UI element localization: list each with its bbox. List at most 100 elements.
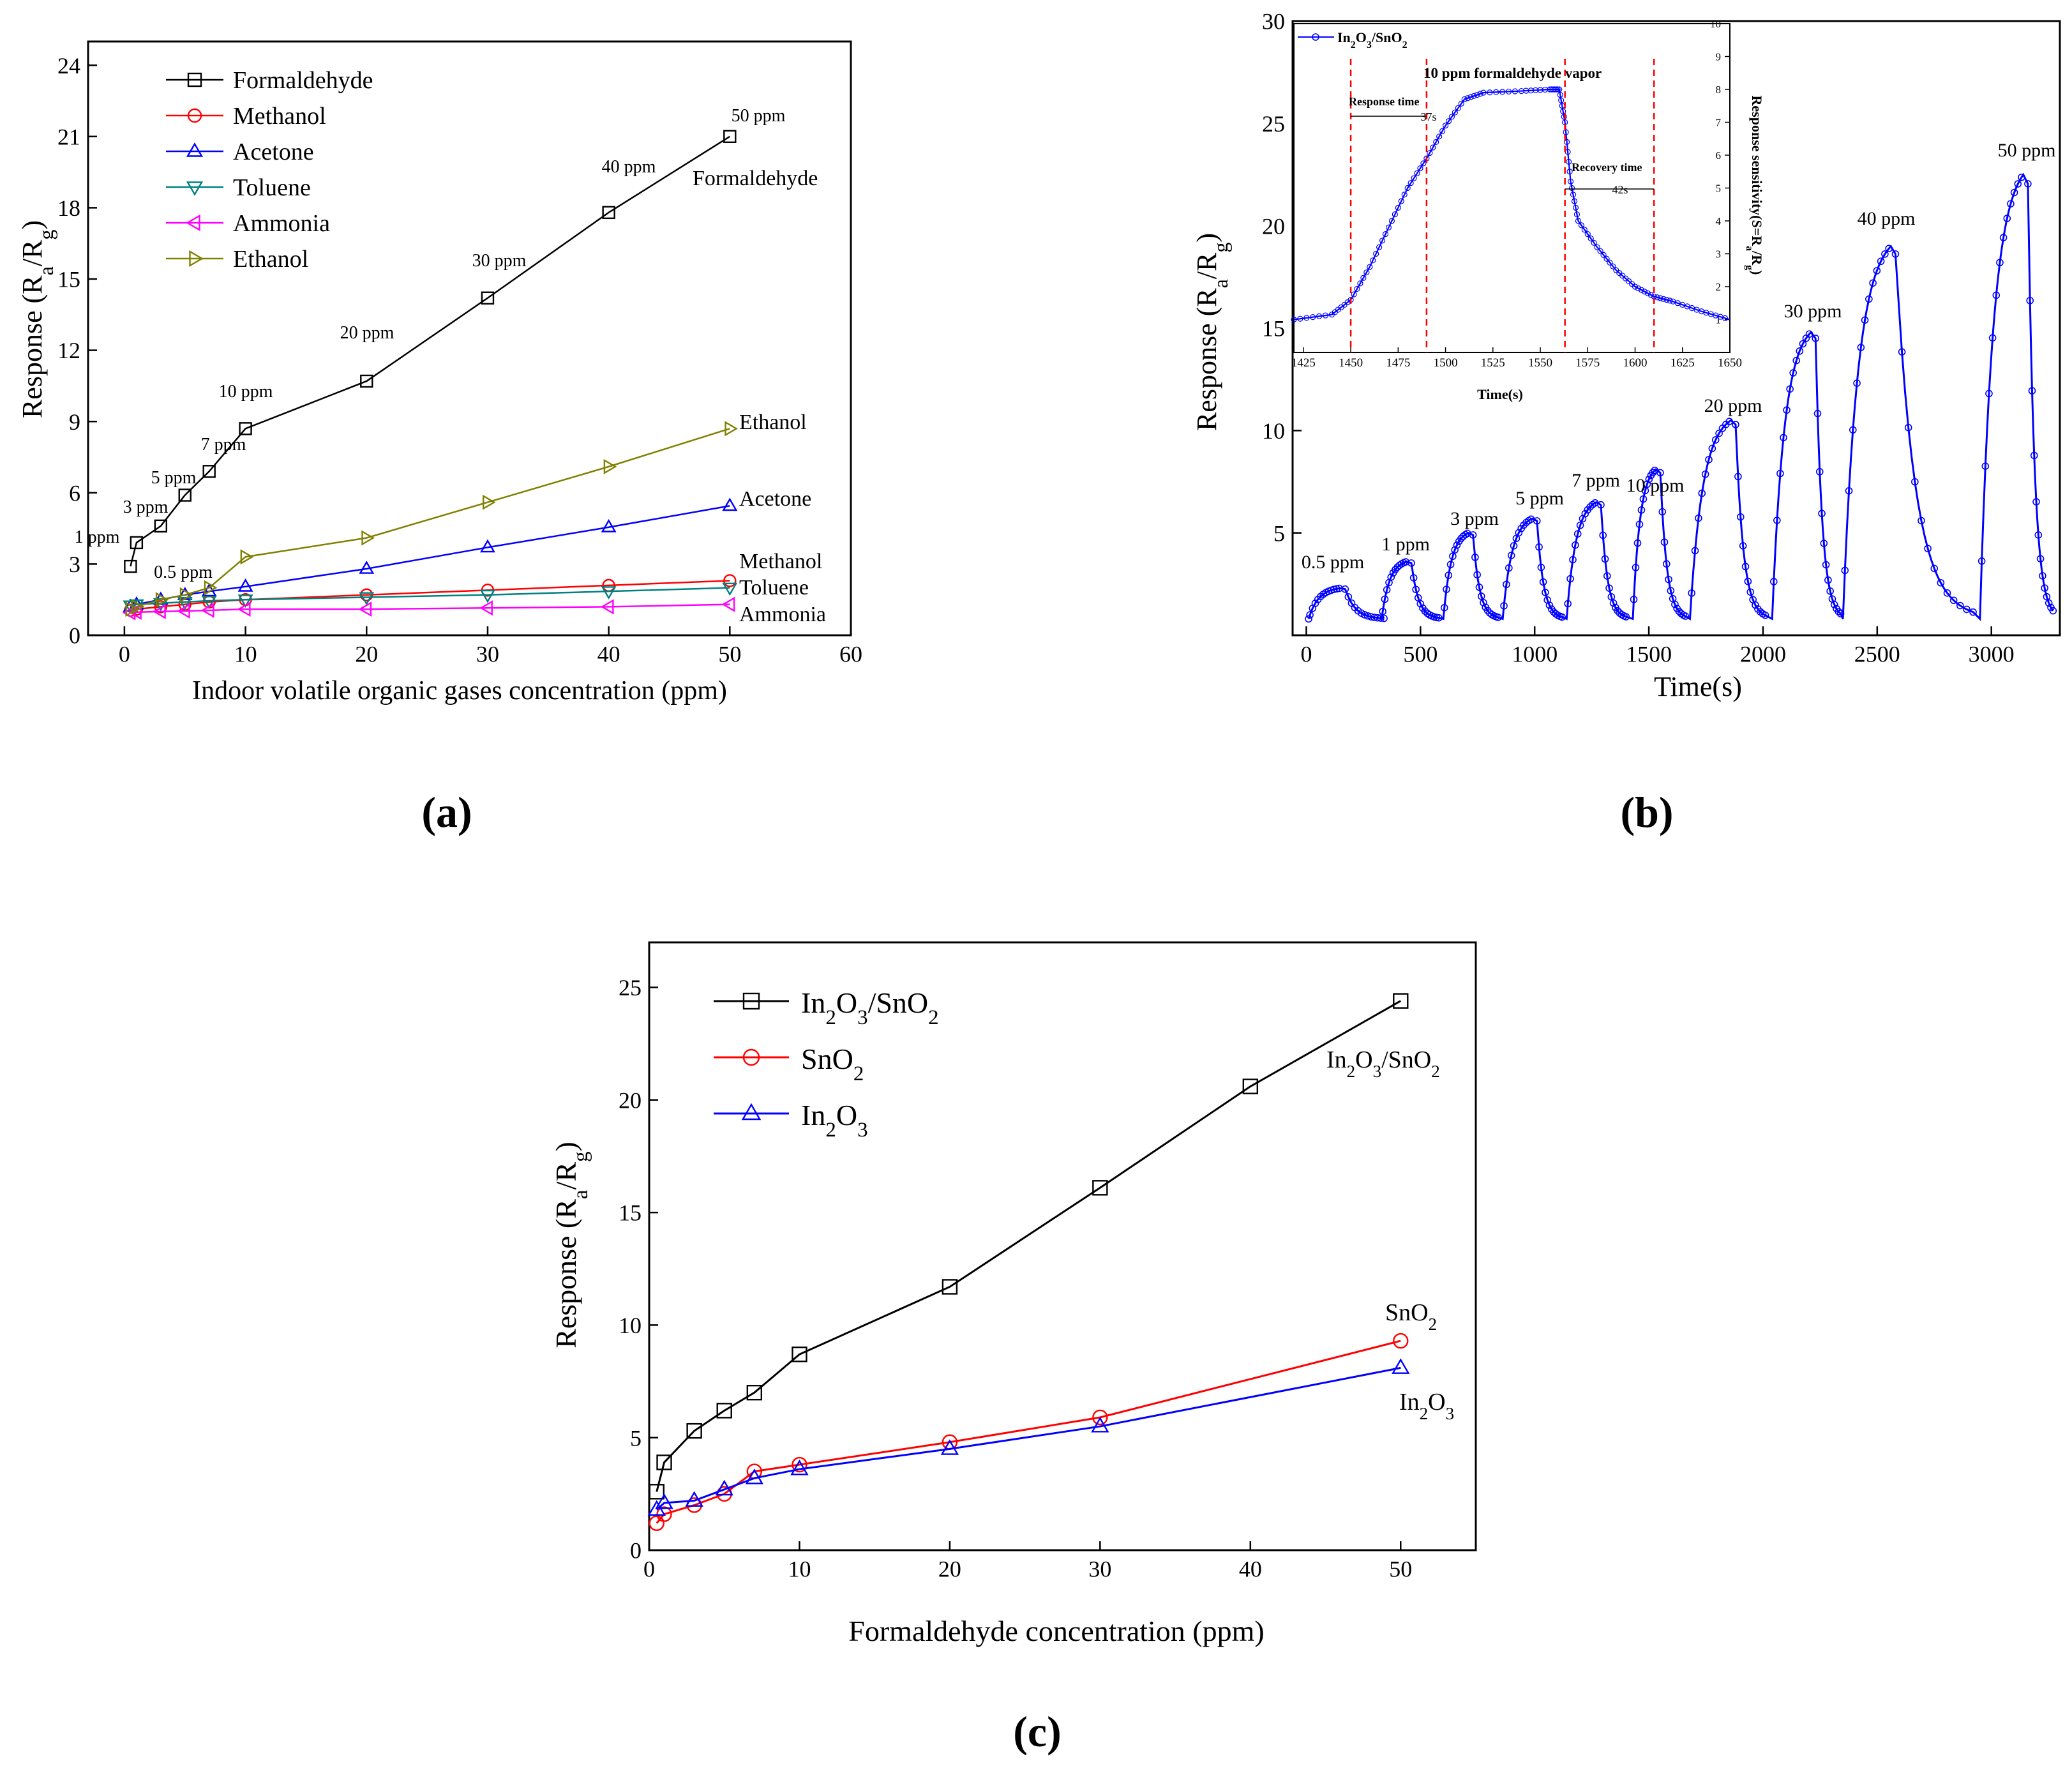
data-point xyxy=(1826,587,1834,595)
response-time-label: Response time xyxy=(1349,95,1420,108)
series-in2o3-sno2 xyxy=(649,993,1409,1500)
data-point xyxy=(2030,451,2038,460)
data-point xyxy=(2026,296,2034,305)
inset-x-tick-label: 1475 xyxy=(1386,356,1410,370)
data-point xyxy=(1805,330,1813,338)
data-point xyxy=(1412,585,1420,594)
x-tick-label: 60 xyxy=(839,641,862,667)
data-point xyxy=(1853,379,1861,387)
data-point xyxy=(2028,387,2036,395)
annotation: 7 ppm xyxy=(201,435,246,455)
inset-data-point xyxy=(1584,231,1591,238)
y-tick-label: 30 xyxy=(1262,9,1285,34)
data-point xyxy=(358,601,372,617)
data-point xyxy=(1820,540,1828,547)
legend-label: In2O3/SnO2 xyxy=(801,986,939,1029)
data-point xyxy=(2010,188,2018,197)
inset-data-point xyxy=(1474,91,1480,98)
inset-data-point xyxy=(1635,285,1642,292)
data-point xyxy=(1658,508,1667,516)
inset-data-point xyxy=(1414,170,1420,176)
inset-data-point xyxy=(1572,204,1579,211)
x-axis-title: Indoor volatile organic gases concentrat… xyxy=(192,676,727,706)
data-point xyxy=(1635,520,1644,529)
inset-data-point xyxy=(1660,296,1667,302)
data-point xyxy=(1637,506,1646,514)
inset-data-point xyxy=(1458,100,1464,107)
data-point xyxy=(790,1460,809,1475)
panel-label-letter: (a) xyxy=(421,788,472,836)
data-point xyxy=(1242,1078,1259,1094)
data-point xyxy=(1815,468,1824,476)
inset-x-tick-label: 1650 xyxy=(1718,356,1742,370)
inset-data-point xyxy=(1404,185,1411,192)
data-point xyxy=(153,603,166,619)
legend-marker xyxy=(741,1103,762,1121)
inset-x-tick-label: 1450 xyxy=(1339,356,1363,370)
data-point xyxy=(1360,611,1369,619)
data-point xyxy=(1822,561,1830,569)
x-tick-label: 0 xyxy=(1300,641,1312,667)
legend-label: Ethanol xyxy=(233,246,308,273)
legend-label: Methanol xyxy=(233,103,326,130)
inset-data-point xyxy=(1455,105,1461,111)
inset-data-point xyxy=(1487,89,1493,96)
inset-series-line xyxy=(1293,88,1730,321)
inset-legend-label: In2O3/SnO2 xyxy=(1337,29,1408,50)
y-tick-label: 5 xyxy=(1273,520,1285,546)
inset-data-point xyxy=(1417,165,1423,172)
x-tick-label: 10 xyxy=(234,641,257,667)
inset-data-point xyxy=(1436,133,1443,140)
inset-data-point xyxy=(1667,298,1673,304)
inset-data-point xyxy=(1291,316,1297,323)
data-point xyxy=(1520,521,1528,529)
inset-title: 10 ppm formaldehyde vapor xyxy=(1423,65,1602,81)
series-ethanol xyxy=(125,421,739,617)
data-point xyxy=(1796,347,1804,355)
data-point xyxy=(942,1279,958,1295)
data-point xyxy=(1849,426,1857,434)
inset-data-point xyxy=(1575,218,1582,224)
panel-label: (c) xyxy=(1013,1707,1061,1756)
data-point xyxy=(1869,279,1877,287)
data-point xyxy=(2049,607,2057,615)
data-point xyxy=(1393,1332,1409,1349)
inset-data-point xyxy=(1322,312,1329,319)
data-point xyxy=(1379,607,1386,615)
x-tick-label: 40 xyxy=(1239,1556,1262,1581)
inset-y-tick-label: 6 xyxy=(1716,149,1722,162)
data-point xyxy=(1649,469,1657,476)
data-point xyxy=(1705,456,1713,464)
annotation: 1 ppm xyxy=(75,527,120,547)
inset-data-point xyxy=(1499,89,1506,95)
series-line xyxy=(656,1000,1402,1492)
data-point xyxy=(1581,509,1589,518)
x-tick-label: 20 xyxy=(355,641,378,667)
x-tick-label: 1000 xyxy=(1512,641,1558,667)
data-point xyxy=(1656,469,1664,477)
legend-label: Ammonia xyxy=(233,210,330,237)
annotation: 3 ppm xyxy=(123,497,169,517)
inset-data-point xyxy=(1563,129,1569,135)
inset-data-point xyxy=(1373,250,1379,257)
data-point xyxy=(1630,596,1638,603)
pulse-label: 30 ppm xyxy=(1784,301,1842,322)
inset-y-tick-label: 5 xyxy=(1716,183,1722,195)
data-point xyxy=(1092,1409,1108,1426)
data-point xyxy=(1660,538,1669,546)
data-point xyxy=(240,549,254,565)
data-point xyxy=(1586,503,1594,511)
data-point xyxy=(479,600,493,616)
data-point xyxy=(1453,541,1461,549)
data-point xyxy=(603,458,617,474)
inset-data-point xyxy=(1657,295,1663,301)
data-point xyxy=(1597,501,1605,509)
data-point xyxy=(1443,585,1450,593)
data-point xyxy=(1576,521,1584,529)
inset-data-point xyxy=(1351,291,1357,298)
inset-legend-marker xyxy=(1312,33,1319,41)
legend: Formaldehyde Methanol Acetone Toluene Ammoni… xyxy=(166,67,373,273)
inset-data-point xyxy=(1594,244,1600,250)
